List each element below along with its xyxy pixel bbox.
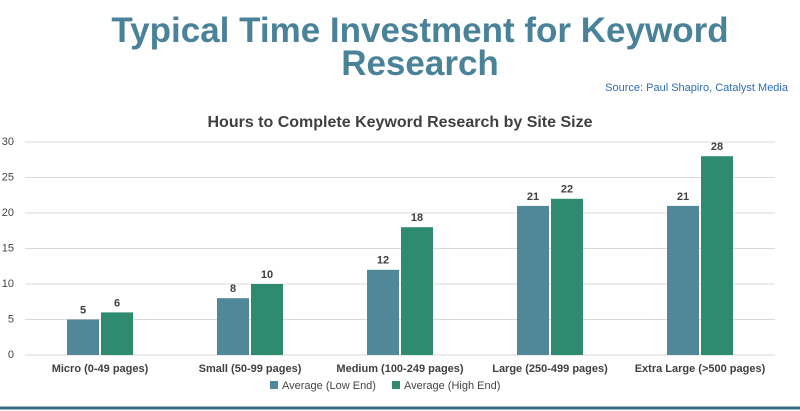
legend-swatch xyxy=(391,381,400,389)
y-tick-label: 10 xyxy=(2,278,14,290)
bar xyxy=(667,205,699,355)
bar xyxy=(701,156,733,355)
y-tick-label: 15 xyxy=(2,242,14,254)
bar xyxy=(517,205,549,355)
y-tick-label: 5 xyxy=(8,313,14,325)
legend-label: Average (High End) xyxy=(404,380,500,392)
data-label: 12 xyxy=(377,255,389,267)
bar xyxy=(251,284,283,355)
x-tick-label: Micro (0-49 pages) xyxy=(52,363,149,375)
bar xyxy=(217,298,249,355)
bar xyxy=(101,312,133,355)
page-title: Typical Time Investment for Keyword Rese… xyxy=(111,11,729,83)
data-label: 21 xyxy=(677,191,689,203)
bar xyxy=(401,227,433,355)
data-label: 5 xyxy=(80,304,86,316)
chart-title: Hours to Complete Keyword Research by Si… xyxy=(208,114,593,131)
y-tick-label: 20 xyxy=(2,207,14,219)
source: Source: Paul Shapiro, Catalyst Media xyxy=(605,82,788,94)
data-label: 28 xyxy=(711,141,723,153)
x-tick-label: Medium (100-249 pages) xyxy=(336,363,463,375)
data-label: 8 xyxy=(230,283,236,295)
y-tick-label: 0 xyxy=(8,349,14,361)
data-label: 6 xyxy=(114,297,120,309)
data-label: 21 xyxy=(527,191,539,203)
data-label: 18 xyxy=(411,212,423,224)
y-tick-label: 30 xyxy=(2,136,14,148)
data-label: 22 xyxy=(561,184,573,196)
x-tick-label: Small (50-99 pages) xyxy=(199,363,302,375)
data-label: 10 xyxy=(261,269,273,281)
x-tick-label: Extra Large (>500 pages) xyxy=(635,363,766,375)
bar xyxy=(551,198,583,355)
legend-label: Average (Low End) xyxy=(282,380,376,392)
x-tick-label: Large (250-499 pages) xyxy=(492,363,608,375)
y-tick-label: 25 xyxy=(2,171,14,183)
bar xyxy=(67,319,99,355)
bar xyxy=(367,269,399,355)
legend-swatch xyxy=(270,381,278,389)
